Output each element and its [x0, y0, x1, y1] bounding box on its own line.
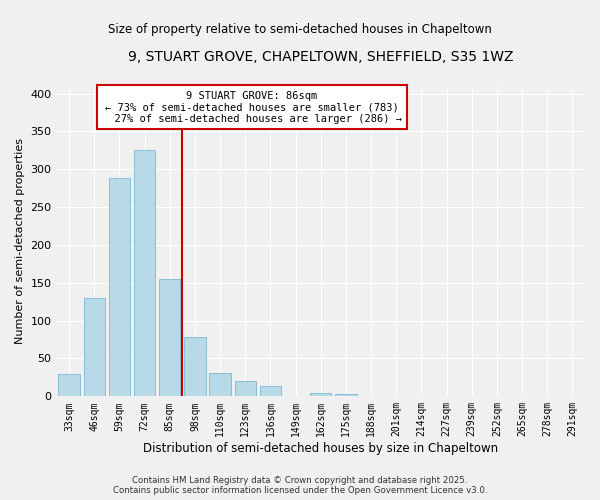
Bar [159, 279, 181, 396]
Bar [134, 150, 155, 396]
Bar [58, 374, 80, 396]
Bar [109, 178, 130, 396]
Bar [335, 394, 356, 396]
Bar [310, 392, 331, 396]
X-axis label: Distribution of semi-detached houses by size in Chapeltown: Distribution of semi-detached houses by … [143, 442, 499, 455]
Text: Size of property relative to semi-detached houses in Chapeltown: Size of property relative to semi-detach… [108, 22, 492, 36]
Bar [184, 336, 206, 396]
Bar [83, 298, 105, 396]
Text: 9 STUART GROVE: 86sqm
← 73% of semi-detached houses are smaller (783)
  27% of s: 9 STUART GROVE: 86sqm ← 73% of semi-deta… [102, 90, 402, 124]
Y-axis label: Number of semi-detached properties: Number of semi-detached properties [15, 138, 25, 344]
Bar [260, 386, 281, 396]
Title: 9, STUART GROVE, CHAPELTOWN, SHEFFIELD, S35 1WZ: 9, STUART GROVE, CHAPELTOWN, SHEFFIELD, … [128, 50, 514, 64]
Bar [209, 373, 231, 396]
Bar [235, 381, 256, 396]
Text: Contains HM Land Registry data © Crown copyright and database right 2025.
Contai: Contains HM Land Registry data © Crown c… [113, 476, 487, 495]
